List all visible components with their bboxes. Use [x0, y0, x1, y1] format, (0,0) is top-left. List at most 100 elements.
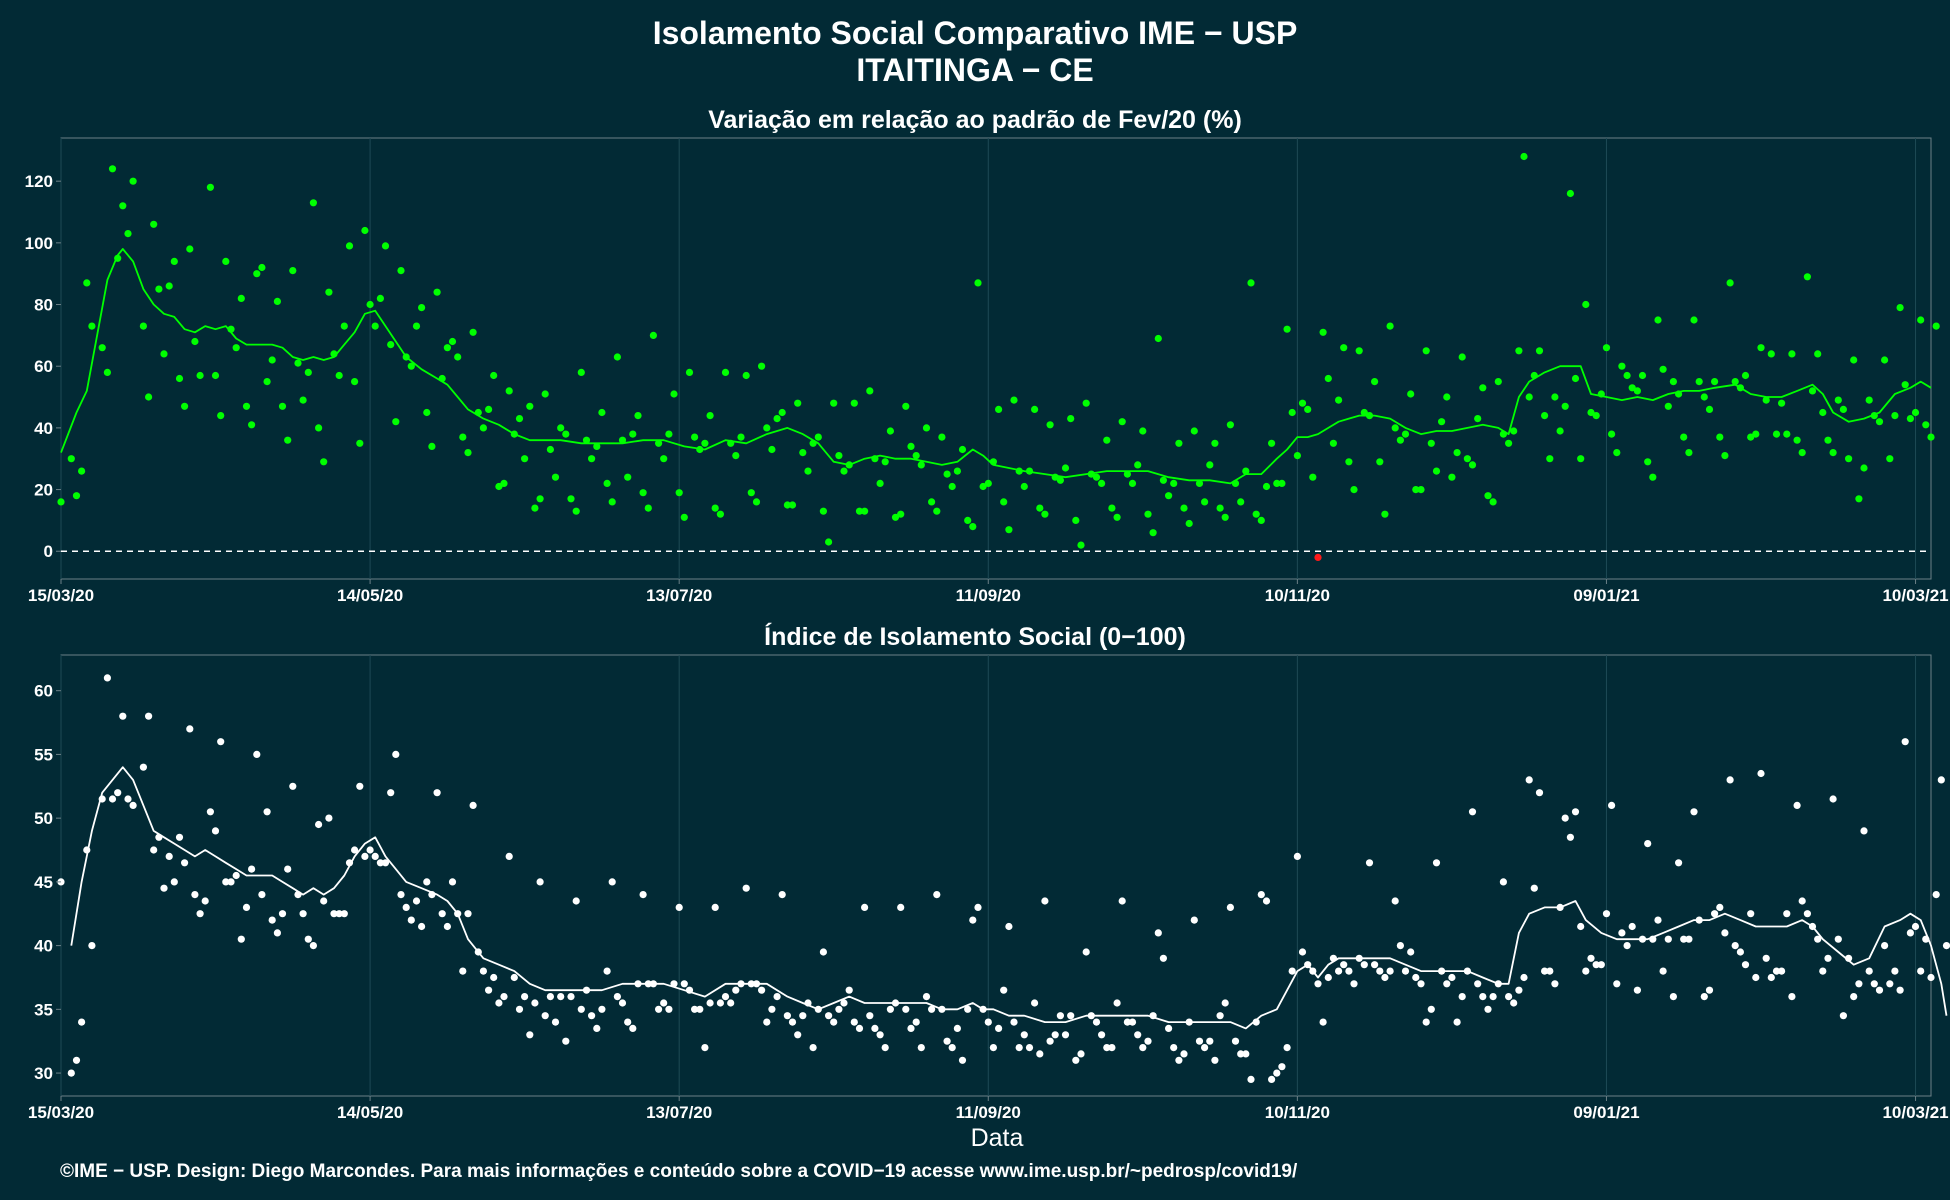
top-data-point — [1803, 273, 1811, 281]
top-data-point — [1031, 405, 1039, 413]
top-data-point — [186, 245, 194, 253]
bottom-data-point — [1283, 1044, 1291, 1052]
top-data-point — [819, 507, 828, 515]
top-data-point — [1005, 526, 1013, 534]
bottom-data-point — [1123, 1018, 1131, 1026]
bottom-data-point — [1273, 1069, 1281, 1077]
top-data-point — [175, 374, 184, 383]
top-panel-title: Variação em relação ao padrão de Fev/20 … — [708, 106, 1242, 134]
top-data-point — [701, 439, 709, 447]
top-ytick-label: 20 — [34, 481, 53, 500]
bottom-data-point — [773, 993, 781, 1001]
top-data-point — [933, 507, 941, 515]
top-data-point — [804, 467, 812, 475]
bottom-data-point — [1458, 993, 1466, 1001]
bottom-data-point — [783, 1012, 792, 1020]
top-data-point — [284, 436, 292, 444]
top-data-point — [206, 183, 214, 191]
top-ytick-label: 80 — [34, 296, 53, 315]
bottom-data-point — [531, 999, 539, 1007]
top-data-point — [366, 300, 374, 309]
top-data-point — [794, 399, 802, 407]
bottom-data-point — [995, 1024, 1003, 1032]
top-data-point — [902, 402, 910, 410]
bottom-data-point — [485, 986, 493, 994]
top-data-point — [1556, 427, 1564, 435]
bottom-data-point — [165, 852, 173, 861]
top-data-point — [1123, 470, 1131, 478]
bottom-data-point — [933, 891, 941, 899]
bottom-data-point — [356, 782, 364, 790]
bottom-data-point — [711, 903, 719, 912]
top-data-point — [521, 455, 529, 463]
bottom-data-point — [294, 891, 302, 899]
bottom-data-point — [284, 865, 292, 873]
top-data-point — [861, 507, 869, 515]
top-data-point — [278, 402, 287, 410]
bottom-data-point — [1293, 852, 1301, 861]
top-data-point — [897, 510, 905, 518]
bottom-data-point — [1520, 973, 1528, 982]
bottom-data-point — [1752, 973, 1760, 982]
credit-footer: ©IME − USP. Design: Diego Marcondes. Par… — [60, 1161, 1298, 1182]
top-data-point — [1757, 344, 1765, 352]
top-data-point — [1659, 365, 1667, 373]
bottom-data-point — [1278, 1063, 1286, 1071]
top-data-point — [1216, 504, 1224, 512]
bottom-data-point — [835, 1005, 843, 1013]
bottom-data-point — [258, 891, 266, 899]
bottom-data-point — [1917, 967, 1925, 975]
top-data-point — [78, 467, 86, 475]
bottom-data-point — [1474, 980, 1482, 988]
bottom-data-point — [582, 986, 591, 994]
top-data-point — [1690, 316, 1698, 324]
top-data-point — [582, 436, 591, 444]
bottom-data-point — [1556, 903, 1564, 912]
bottom-data-point — [866, 1012, 874, 1020]
top-panel: 0 20 40 60 80 100 120 15/03/20 14/05/20 13/07/20… — [25, 137, 1949, 605]
top-data-point — [763, 424, 771, 432]
bottom-data-point — [438, 910, 446, 918]
top-data-point — [1644, 458, 1652, 466]
top-data-point — [191, 337, 199, 346]
bottom-data-point — [928, 1005, 936, 1013]
top-data-point — [474, 408, 482, 417]
top-data-point — [490, 371, 498, 380]
top-data-point — [1808, 387, 1817, 395]
top-data-point — [876, 479, 884, 487]
top-data-point — [943, 470, 951, 478]
bottom-data-point — [469, 801, 477, 810]
top-data-point — [1247, 279, 1255, 287]
top-data-point — [1927, 433, 1935, 441]
bottom-data-point — [732, 986, 740, 994]
top-data-point — [938, 433, 946, 441]
bottom-data-point — [541, 1012, 549, 1020]
top-data-point — [299, 396, 307, 404]
bottom-data-point — [1561, 814, 1569, 822]
top-data-point — [1453, 449, 1461, 457]
bottom-data-point — [1407, 948, 1415, 956]
bottom-data-point — [1850, 993, 1858, 1001]
top-data-point — [1608, 430, 1616, 438]
top-data-point — [351, 378, 359, 386]
bottom-data-point — [716, 999, 725, 1007]
bottom-data-point — [351, 846, 359, 854]
top-data-point — [263, 378, 271, 386]
bottom-data-point — [861, 903, 869, 912]
top-data-point — [1324, 374, 1332, 383]
top-xtick-label: 09/01/21 — [1573, 586, 1639, 605]
bottom-data-point — [418, 922, 426, 931]
top-data-point — [1541, 412, 1549, 420]
top-data-point — [649, 331, 658, 339]
top-data-point — [1551, 393, 1559, 401]
bottom-data-point — [237, 935, 245, 943]
bottom-data-point — [217, 738, 225, 746]
top-data-point — [850, 399, 858, 407]
top-data-point — [1329, 439, 1337, 447]
top-data-point — [629, 430, 637, 438]
top-data-point — [392, 418, 400, 426]
bottom-data-point — [232, 871, 240, 880]
top-data-point — [1185, 519, 1193, 528]
bottom-panel-title: Índice de Isolamento Social (0−100) — [764, 622, 1186, 651]
bottom-data-point — [1741, 961, 1750, 969]
